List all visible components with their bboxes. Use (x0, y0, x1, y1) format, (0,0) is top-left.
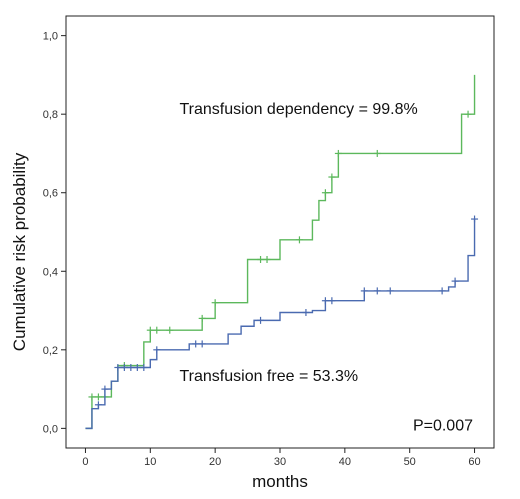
x-tick-label: 20 (209, 456, 221, 468)
y-tick-label: 1,0 (43, 31, 58, 43)
y-tick-label: 0,2 (43, 345, 58, 357)
series-line-free (85, 219, 476, 430)
annotation-label: P=0.007 (413, 417, 473, 434)
x-tick-label: 0 (82, 456, 88, 468)
x-tick-label: 10 (144, 456, 156, 468)
y-tick-label: 0,6 (43, 188, 58, 200)
annotation-label: Transfusion dependency = 99.8% (179, 101, 417, 118)
y-tick-label: 0,4 (43, 266, 58, 278)
x-tick-label: 60 (468, 456, 480, 468)
y-tick-label: 0,0 (43, 423, 58, 435)
x-tick-label: 50 (404, 456, 416, 468)
y-tick-label: 0,8 (43, 109, 58, 121)
y-axis-title: Cumulative risk probability (10, 152, 29, 351)
x-axis-title: months (252, 472, 308, 491)
x-tick-label: 40 (339, 456, 351, 468)
curves-layer (85, 74, 479, 430)
annotations-layer: Transfusion dependency = 99.8% Transfusio… (179, 101, 473, 434)
annotation-label: Transfusion free = 53.3% (179, 368, 358, 385)
ticks-layer: 0 10 20 30 40 50 60 0,0 0,2 0,4 0,6 0,8 1,0 (43, 31, 481, 468)
x-tick-label: 30 (274, 456, 286, 468)
